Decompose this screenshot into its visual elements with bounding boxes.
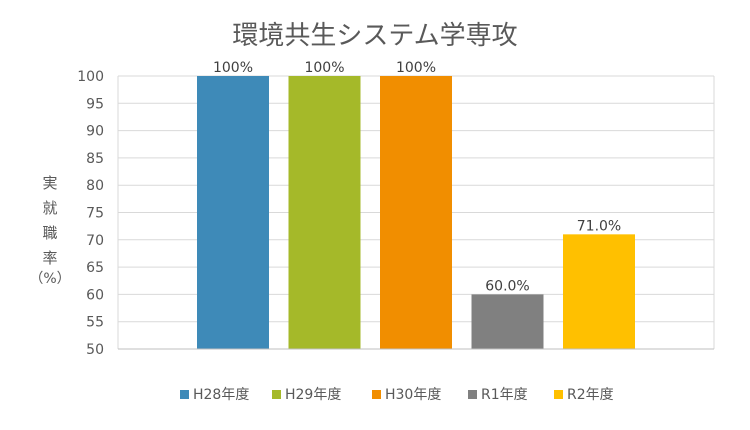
- y-axis-label-char: （%）: [29, 271, 70, 287]
- y-tick-label: 70: [86, 233, 104, 249]
- y-tick-label: 100: [77, 69, 104, 85]
- legend-label: R1年度: [481, 387, 528, 403]
- y-axis-label-char: 職: [42, 224, 57, 242]
- legend-swatch: [180, 390, 189, 399]
- bar-R2年度: [563, 234, 635, 349]
- chart-title: 環境共生システム学専攻: [232, 21, 517, 51]
- legend-swatch: [272, 390, 281, 399]
- legend-swatch: [468, 390, 477, 399]
- data-label: 71.0%: [577, 218, 621, 234]
- y-tick-label: 90: [86, 124, 104, 140]
- y-tick-label: 75: [86, 206, 104, 222]
- legend-label: R2年度: [567, 387, 614, 403]
- bar-R1年度: [471, 294, 544, 349]
- y-tick-label: 80: [86, 178, 104, 194]
- y-tick-label: 50: [86, 342, 104, 358]
- legend-label: H28年度: [193, 387, 249, 403]
- bar-H29年度: [288, 76, 361, 349]
- y-axis-label-char: 実: [42, 174, 57, 192]
- bar-H30年度: [380, 76, 452, 349]
- y-tick-label: 95: [86, 96, 104, 112]
- y-axis-label-char: 就: [42, 199, 57, 217]
- y-tick-label: 55: [86, 315, 104, 331]
- legend-swatch: [554, 390, 563, 399]
- legend-swatch: [372, 390, 381, 399]
- data-label: 60.0%: [485, 278, 529, 294]
- y-axis-label-char: 率: [42, 249, 57, 267]
- legend-label: H30年度: [385, 387, 441, 403]
- legend-label: H29年度: [285, 387, 341, 403]
- y-tick-label: 60: [86, 287, 104, 303]
- data-label: 100%: [396, 60, 436, 76]
- bar-H28年度: [197, 76, 269, 349]
- data-label: 100%: [213, 60, 253, 76]
- y-tick-label: 65: [86, 260, 104, 276]
- data-label: 100%: [304, 60, 344, 76]
- y-tick-label: 85: [86, 151, 104, 167]
